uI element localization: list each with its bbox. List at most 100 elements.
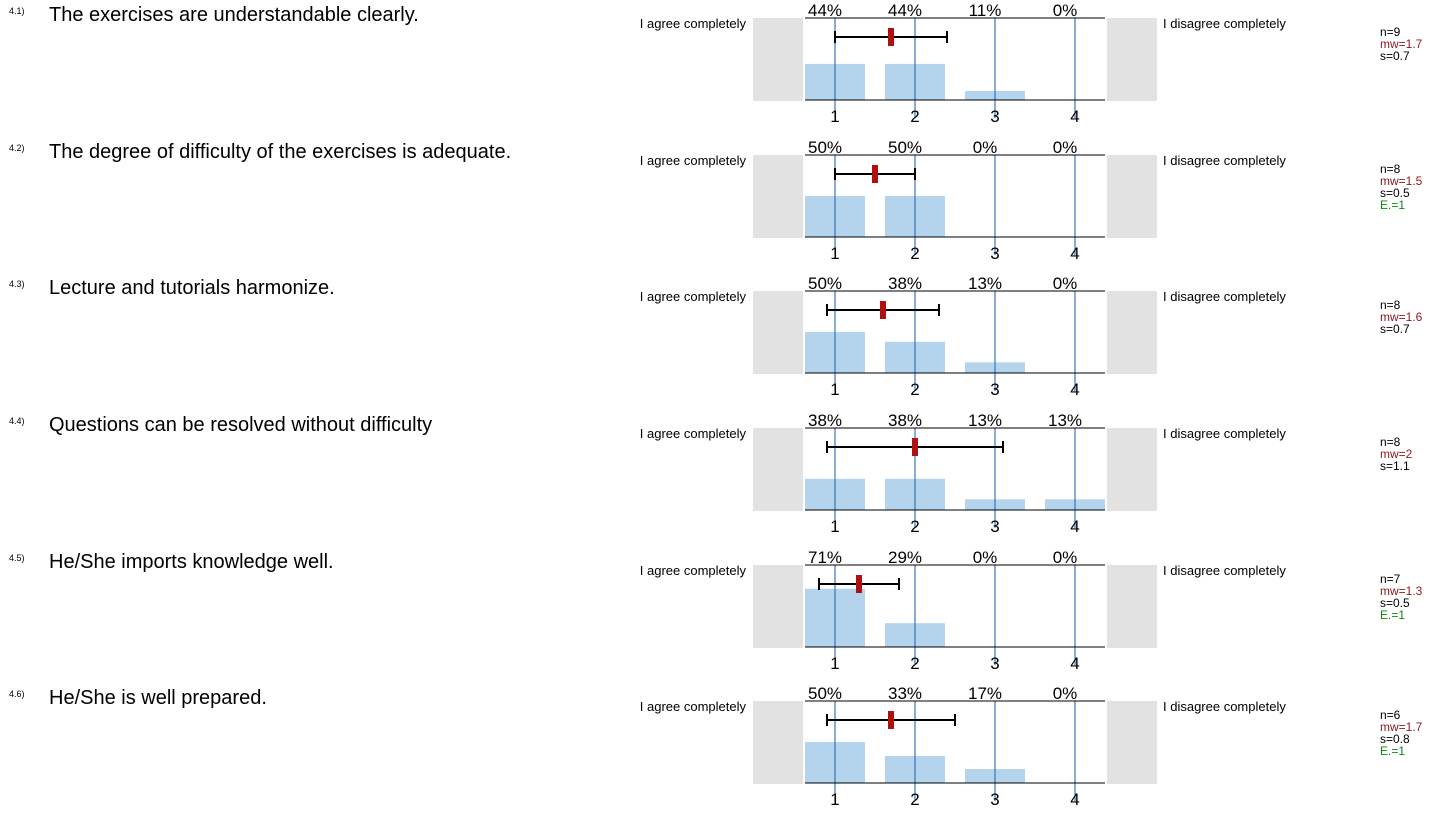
scale-right-label: I disagree completely <box>1163 563 1286 578</box>
percent-label: 13% <box>968 411 1002 430</box>
percent-label: 0% <box>1053 274 1078 293</box>
left-side-box <box>753 701 803 784</box>
stat-n: n=6 <box>1380 708 1401 722</box>
scale-left-label: I agree completely <box>639 153 746 168</box>
stat-n: n=9 <box>1380 25 1401 39</box>
percent-label: 38% <box>888 411 922 430</box>
percent-label: 0% <box>973 138 998 157</box>
percent-label: 13% <box>1048 411 1082 430</box>
scale-left-label: I agree completely <box>639 289 746 304</box>
left-side-box <box>753 428 803 511</box>
scale-right-label: I disagree completely <box>1163 16 1286 31</box>
tick-label: 1 <box>830 517 839 536</box>
question-text: He/She is well prepared. <box>49 687 267 709</box>
stat-mean: mw=1.6 <box>1380 310 1423 324</box>
percent-label: 44% <box>888 1 922 20</box>
tick-label: 2 <box>910 790 919 809</box>
mean-marker <box>912 438 918 456</box>
percent-label: 71% <box>808 548 842 567</box>
stat-sd: s=0.5 <box>1380 186 1410 200</box>
percent-label: 17% <box>968 684 1002 703</box>
scale-right-label: I disagree completely <box>1163 289 1286 304</box>
histogram-chart: 50% 38% 13% 0% 1 2 3 4 <box>745 273 1165 413</box>
question-number: 4.6) <box>9 689 25 699</box>
percent-label: 13% <box>968 274 1002 293</box>
left-side-box <box>753 291 803 374</box>
percent-label: 50% <box>808 138 842 157</box>
left-side-box <box>753 155 803 238</box>
stats-block: n=8 mw=1.6 s=0.7 <box>1380 299 1422 335</box>
survey-item: 4.3) Lecture and tutorials harmonize. I ag… <box>0 273 1436 410</box>
stat-n: n=7 <box>1380 572 1401 586</box>
tick-label: 3 <box>990 380 999 399</box>
percent-label: 0% <box>973 548 998 567</box>
question-text: Lecture and tutorials harmonize. <box>49 277 335 299</box>
mean-marker <box>872 165 878 183</box>
right-side-box <box>1107 18 1157 101</box>
tick-label: 3 <box>990 244 999 263</box>
stat-sd: s=0.7 <box>1380 322 1410 336</box>
percent-label: 29% <box>888 548 922 567</box>
tick-label: 1 <box>830 654 839 673</box>
question-text: The degree of difficulty of the exercise… <box>49 141 512 163</box>
question-text: The exercises are understandable clearly… <box>49 4 419 26</box>
percent-label: 0% <box>1053 684 1078 703</box>
percent-label: 33% <box>888 684 922 703</box>
right-side-box <box>1107 701 1157 784</box>
tick-label: 1 <box>830 790 839 809</box>
stats-block: n=9 mw=1.7 s=0.7 <box>1380 26 1422 62</box>
right-side-box <box>1107 565 1157 648</box>
tick-label: 2 <box>910 244 919 263</box>
stat-sd: s=0.5 <box>1380 596 1410 610</box>
stat-abstention: E.=1 <box>1380 198 1406 212</box>
mean-marker <box>888 28 894 46</box>
stat-sd: s=0.7 <box>1380 49 1410 63</box>
tick-label: 3 <box>990 790 999 809</box>
tick-label: 1 <box>830 244 839 263</box>
left-side-box <box>753 18 803 101</box>
stat-mean: mw=1.7 <box>1380 720 1423 734</box>
stat-mean: mw=1.7 <box>1380 37 1423 51</box>
mean-marker <box>856 575 862 593</box>
stat-n: n=8 <box>1380 435 1401 449</box>
stat-abstention: E.=1 <box>1380 744 1406 758</box>
scale-left-label: I agree completely <box>639 426 746 441</box>
question-number: 4.5) <box>9 553 25 563</box>
stat-mean: mw=1.5 <box>1380 174 1423 188</box>
histogram-chart: 50% 50% 0% 0% 1 2 3 4 <box>745 137 1165 277</box>
survey-item: 4.6) He/She is well prepared. I agree comp… <box>0 683 1436 820</box>
stats-block: n=6 mw=1.7 s=0.8 E.=1 <box>1380 709 1422 757</box>
stats-block: n=8 mw=1.5 s=0.5 E.=1 <box>1380 163 1422 211</box>
question-number: 4.4) <box>9 416 25 426</box>
percent-label: 0% <box>1053 1 1078 20</box>
left-side-box <box>753 565 803 648</box>
stat-n: n=8 <box>1380 162 1401 176</box>
question-number: 4.2) <box>9 143 25 153</box>
stat-mean: mw=2 <box>1380 447 1413 461</box>
histogram-chart: 50% 33% 17% 0% 1 2 3 4 <box>745 683 1165 823</box>
tick-label: 2 <box>910 107 919 126</box>
tick-label: 4 <box>1070 380 1079 399</box>
question-text: He/She imports knowledge well. <box>49 551 334 573</box>
tick-label: 4 <box>1070 244 1079 263</box>
right-side-box <box>1107 291 1157 374</box>
tick-label: 3 <box>990 517 999 536</box>
stat-abstention: E.=1 <box>1380 608 1406 622</box>
percent-label: 11% <box>969 1 1002 20</box>
tick-label: 2 <box>910 380 919 399</box>
scale-right-label: I disagree completely <box>1163 426 1286 441</box>
mean-marker <box>888 711 894 729</box>
right-side-box <box>1107 428 1157 511</box>
percent-label: 0% <box>1053 548 1078 567</box>
tick-label: 4 <box>1070 517 1079 536</box>
tick-label: 3 <box>990 107 999 126</box>
tick-label: 1 <box>830 107 839 126</box>
tick-label: 2 <box>910 654 919 673</box>
question-text: Questions can be resolved without diffic… <box>49 414 433 436</box>
percent-label: 44% <box>808 1 842 20</box>
survey-item: 4.1) The exercises are understandable cle… <box>0 0 1436 137</box>
right-side-box <box>1107 155 1157 238</box>
percent-label: 50% <box>808 274 842 293</box>
stat-sd: s=1.1 <box>1380 459 1410 473</box>
percent-label: 0% <box>1053 138 1078 157</box>
